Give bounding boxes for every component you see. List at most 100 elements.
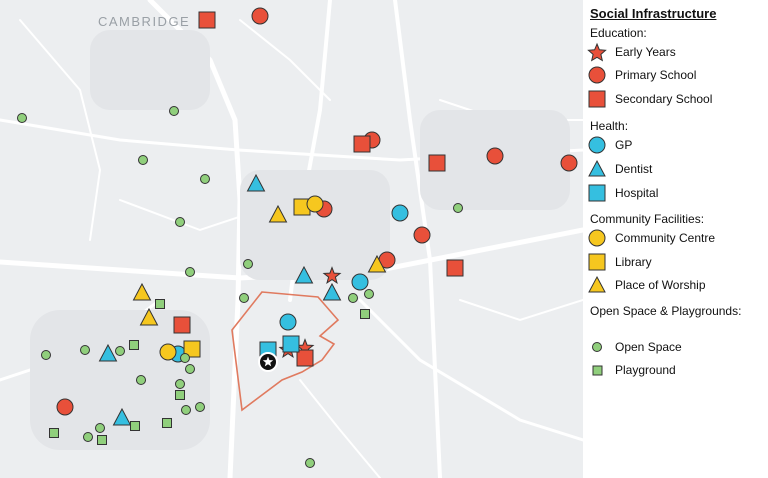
star-icon (587, 42, 607, 62)
legend-item-secondary-school: Secondary School (586, 89, 768, 109)
open-space-small-square-marker[interactable] (155, 299, 165, 309)
community-triangle-marker[interactable] (268, 204, 288, 223)
open-space-small-circle-marker[interactable] (364, 289, 374, 299)
health-triangle-marker[interactable] (112, 407, 132, 426)
open-space-small-circle-marker[interactable] (136, 375, 146, 385)
circle-icon (588, 229, 606, 247)
open-space-small-circle-marker[interactable] (243, 259, 253, 269)
open-space-small-circle-marker[interactable] (175, 379, 185, 389)
site-boundary (231, 291, 340, 412)
open-space-small-circle-marker[interactable] (175, 217, 185, 227)
circle-icon (588, 66, 606, 84)
legend-panel: Social Infrastructure Education: Early Y… (586, 0, 768, 478)
open-space-small-circle-marker[interactable] (305, 458, 315, 468)
legend-heading-health: Health: (590, 119, 629, 133)
education-square-marker[interactable] (173, 316, 191, 334)
legend-item-playground: Playground (586, 360, 768, 380)
map-panel[interactable]: CAMBRIDGE (0, 0, 583, 478)
education-square-marker[interactable] (198, 11, 216, 29)
open-space-small-circle-marker[interactable] (95, 423, 105, 433)
site-star-icon (262, 356, 274, 367)
education-square-marker[interactable] (428, 154, 446, 172)
community-triangle-marker[interactable] (367, 254, 387, 273)
health-circle-marker[interactable] (279, 313, 297, 331)
legend-item-early-years: Early Years (586, 42, 768, 62)
education-circle-marker[interactable] (560, 154, 578, 172)
open-space-small-circle-marker[interactable] (200, 174, 210, 184)
health-square-marker[interactable] (282, 335, 300, 353)
legend-label: Early Years (615, 45, 676, 59)
open-space-small-circle-marker[interactable] (17, 113, 27, 123)
open-space-small-circle-marker[interactable] (239, 293, 249, 303)
education-square-marker[interactable] (353, 135, 371, 153)
open-space-small-circle-marker[interactable] (348, 293, 358, 303)
legend-item-hospital: Hospital (586, 183, 768, 203)
small-circle-icon (592, 342, 602, 352)
community-circle-marker[interactable] (159, 343, 177, 361)
legend-item-place-of-worship: Place of Worship (586, 275, 768, 295)
education-circle-marker[interactable] (413, 226, 431, 244)
education-star-marker[interactable] (322, 266, 342, 285)
open-space-small-circle-marker[interactable] (453, 203, 463, 213)
education-circle-marker[interactable] (486, 147, 504, 165)
open-space-small-square-marker[interactable] (360, 309, 370, 319)
legend-heading-open-space: Open Space & Playgrounds: (590, 304, 742, 318)
education-circle-marker[interactable] (56, 398, 74, 416)
health-circle-marker[interactable] (391, 204, 409, 222)
open-space-small-square-marker[interactable] (162, 418, 172, 428)
health-triangle-marker[interactable] (246, 173, 266, 192)
legend-label: Place of Worship (615, 278, 706, 292)
legend-heading-community: Community Facilities: (590, 212, 705, 226)
health-triangle-marker[interactable] (322, 282, 342, 301)
open-space-small-circle-marker[interactable] (115, 346, 125, 356)
legend-item-open-space: Open Space (586, 337, 768, 357)
open-space-small-square-marker[interactable] (175, 390, 185, 400)
health-triangle-marker[interactable] (98, 343, 118, 362)
education-circle-marker[interactable] (251, 7, 269, 25)
open-space-small-square-marker[interactable] (129, 340, 139, 350)
square-icon (588, 184, 606, 202)
open-space-small-circle-marker[interactable] (83, 432, 93, 442)
small-square-icon (592, 365, 603, 376)
open-space-small-circle-marker[interactable] (180, 353, 190, 363)
health-circle-marker[interactable] (351, 273, 369, 291)
square-icon (588, 90, 606, 108)
community-square-marker[interactable] (183, 340, 201, 358)
square-icon (588, 253, 606, 271)
legend-heading-education: Education: (590, 26, 647, 40)
legend-label: Library (615, 255, 652, 269)
education-square-marker[interactable] (296, 349, 314, 367)
open-space-small-circle-marker[interactable] (185, 267, 195, 277)
legend-label: Community Centre (615, 231, 716, 245)
legend-item-gp: GP (586, 135, 768, 155)
education-square-marker[interactable] (446, 259, 464, 277)
open-space-small-circle-marker[interactable] (41, 350, 51, 360)
community-triangle-marker[interactable] (139, 307, 159, 326)
legend-label: Dentist (615, 162, 653, 176)
legend-item-community-centre: Community Centre (586, 228, 768, 248)
legend-label: Playground (615, 363, 676, 377)
legend-label: Secondary School (615, 92, 713, 106)
triangle-icon (588, 275, 606, 293)
open-space-small-circle-marker[interactable] (185, 364, 195, 374)
triangle-icon (588, 159, 606, 177)
open-space-small-circle-marker[interactable] (181, 405, 191, 415)
health-triangle-marker[interactable] (294, 265, 314, 284)
open-space-small-circle-marker[interactable] (138, 155, 148, 165)
open-space-small-circle-marker[interactable] (195, 402, 205, 412)
place-label-cambridge: CAMBRIDGE (98, 14, 191, 29)
legend-label: GP (615, 138, 633, 152)
facility-markers (17, 7, 578, 468)
legend-item-primary-school: Primary School (586, 65, 768, 85)
open-space-small-square-marker[interactable] (49, 428, 59, 438)
open-space-small-circle-marker[interactable] (169, 106, 179, 116)
legend-label: Hospital (615, 186, 659, 200)
community-circle-marker[interactable] (306, 195, 324, 213)
open-space-small-square-marker[interactable] (130, 421, 140, 431)
circle-icon (588, 136, 606, 154)
legend-item-dentist: Dentist (586, 159, 768, 179)
community-triangle-marker[interactable] (132, 282, 152, 301)
legend-item-library: Library (586, 252, 768, 272)
open-space-small-circle-marker[interactable] (80, 345, 90, 355)
open-space-small-square-marker[interactable] (97, 435, 107, 445)
